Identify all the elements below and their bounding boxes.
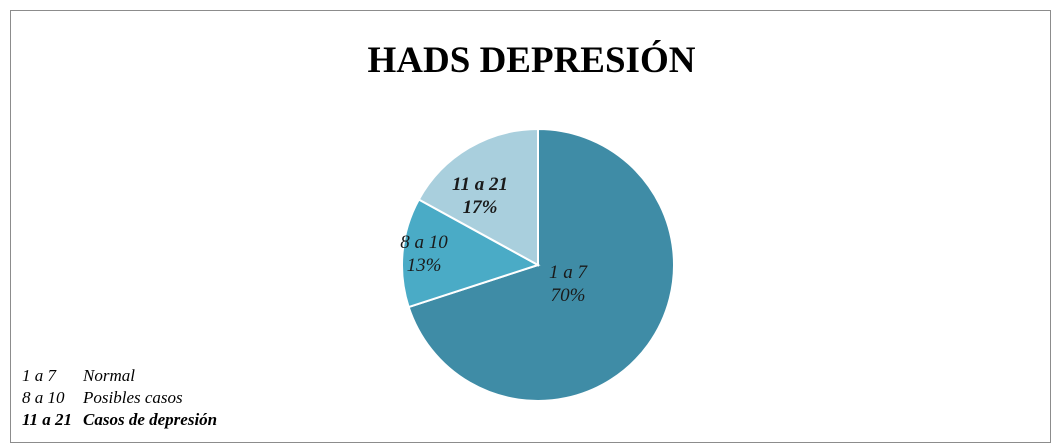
legend-meaning: Posibles casos bbox=[83, 388, 183, 407]
legend-item-11-a-21: 11 a 21 Casos de depresión bbox=[22, 409, 217, 431]
slice-label-11-a-21: 11 a 21 17% bbox=[452, 174, 508, 218]
slice-label-category: 11 a 21 bbox=[452, 174, 508, 195]
legend-range: 1 a 7 bbox=[22, 366, 56, 385]
chart-title: HADS DEPRESIÓN bbox=[367, 40, 696, 81]
pie-labels: 1 a 7 70%8 a 10 13%11 a 21 17% bbox=[400, 174, 588, 306]
pie-slice-11-a-21 bbox=[417, 127, 539, 267]
legend-item-8-a-10: 8 a 10 Posibles casos bbox=[22, 387, 217, 409]
legend-meaning: Casos de depresión bbox=[83, 410, 218, 429]
slice-label-1-a-7: 1 a 7 70% bbox=[549, 262, 589, 306]
pie-slice-8-a-10 bbox=[401, 198, 541, 309]
slice-label-category: 1 a 7 bbox=[549, 262, 589, 283]
slice-label-8-a-10: 8 a 10 13% bbox=[400, 232, 448, 276]
legend-range: 11 a 21 bbox=[22, 410, 73, 429]
slice-label-category: 8 a 10 bbox=[400, 232, 448, 253]
legend-range: 8 a 10 bbox=[22, 388, 65, 407]
pie-slice-1-a-7 bbox=[407, 127, 675, 402]
legend-item-1-a-7: 1 a 7 Normal bbox=[22, 365, 217, 387]
slice-label-percent: 13% bbox=[407, 255, 442, 276]
slice-label-percent: 17% bbox=[463, 197, 498, 218]
slice-label-percent: 70% bbox=[551, 285, 586, 306]
pie-slices bbox=[401, 127, 675, 402]
legend: 1 a 7 Normal 8 a 10 Posibles casos 11 a … bbox=[22, 365, 217, 431]
legend-meaning: Normal bbox=[83, 366, 135, 385]
